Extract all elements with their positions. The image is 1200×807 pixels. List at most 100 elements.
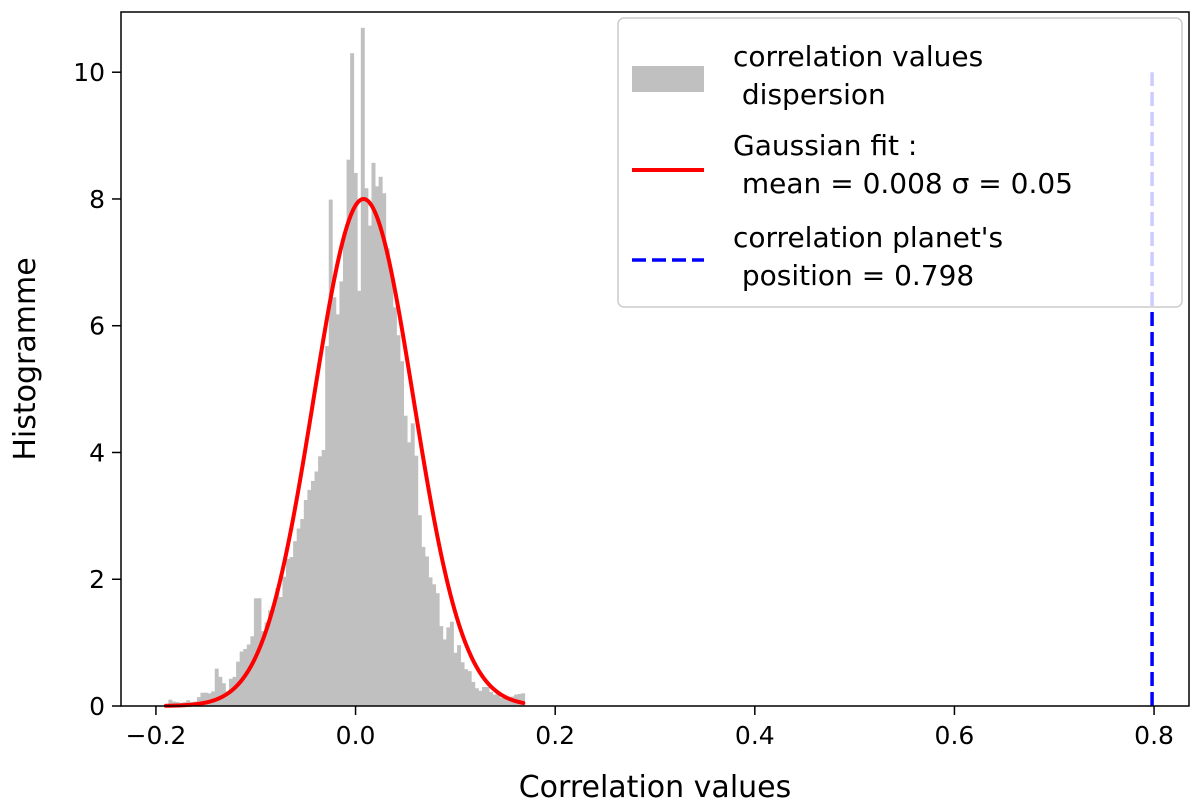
histogram-bar — [328, 199, 333, 706]
histogram-bar — [335, 314, 340, 706]
histogram-bar — [389, 271, 394, 706]
histogram-bar — [392, 307, 397, 706]
legend-label-gaussian-line1: Gaussian fit : — [733, 129, 917, 162]
histogram-bar — [371, 162, 376, 707]
histogram-bar — [296, 528, 301, 706]
histogram-bar — [218, 676, 223, 706]
y-tick-label: 0 — [89, 692, 105, 721]
histogram-bar — [289, 557, 294, 706]
legend: correlation values dispersion Gaussian f… — [617, 17, 1183, 308]
histogram-bar — [439, 626, 444, 706]
histogram-bar — [204, 692, 208, 706]
histogram-bar — [457, 645, 461, 706]
y-tick-label: 8 — [89, 185, 105, 214]
histogram-bar — [343, 233, 347, 706]
histogram-bar — [286, 558, 290, 706]
histogram-bar — [382, 193, 387, 706]
histogram-bar — [375, 186, 380, 707]
legend-label-histogram-line1: correlation values — [733, 40, 983, 73]
histogram-bar — [264, 622, 269, 706]
histogram-bar — [268, 610, 273, 706]
x-tick-label: 0.6 — [935, 721, 975, 750]
histogram-bar — [492, 694, 497, 706]
histogram-bar — [367, 225, 372, 706]
histogram-bar — [428, 577, 433, 706]
histogram-bar — [196, 697, 201, 706]
histogram-bar — [246, 644, 251, 706]
histogram-bar — [214, 668, 219, 706]
histogram-bar — [232, 676, 237, 706]
y-tick-label: 10 — [73, 58, 105, 87]
histogram-bar — [400, 361, 404, 706]
x-tick-label: 0.2 — [535, 721, 575, 750]
histogram-bar — [250, 636, 255, 706]
histogram-bar — [489, 692, 494, 706]
histogram-bar — [314, 471, 319, 706]
histogram-bar — [346, 159, 351, 707]
histogram-bar — [471, 681, 476, 706]
histogram-bar — [435, 593, 440, 706]
histogram-bar — [467, 671, 472, 706]
histogram-bar — [300, 519, 305, 706]
histogram-bar — [421, 546, 426, 706]
histogram-bar — [307, 489, 312, 706]
y-tick-label: 2 — [89, 565, 105, 594]
histogram-bar — [481, 686, 486, 706]
gaussian-fit-curve — [163, 196, 526, 708]
histogram-bar — [378, 176, 383, 707]
histogram-bar — [360, 27, 365, 706]
x-tick-label: 0.8 — [1134, 721, 1174, 750]
histogram-bar — [318, 456, 323, 706]
histogram-bar — [225, 691, 230, 706]
histogram-bar — [339, 281, 344, 706]
legend-frame — [617, 17, 1183, 308]
histogram-bar — [503, 695, 508, 706]
histogram-bar — [396, 335, 401, 706]
y-axis-ticks: 0 2 4 6 8 10 — [73, 58, 121, 721]
histogram-bar — [332, 297, 337, 706]
histogram-bar — [278, 596, 283, 706]
y-axis-label: Histogramme — [8, 257, 43, 460]
histogram-bar — [357, 290, 362, 706]
legend-swatch-histogram — [632, 66, 704, 92]
histogram-bar — [478, 690, 483, 706]
histogram-bar — [403, 415, 408, 706]
legend-label-gaussian-line2: mean = 0.008 σ = 0.05 — [733, 167, 1073, 200]
histogram-bar — [275, 588, 280, 706]
histogram-bar — [449, 621, 454, 706]
histogram-bar — [521, 693, 526, 706]
x-axis-ticks: −0.2 0.0 0.2 0.4 0.6 0.8 — [126, 706, 1174, 750]
histogram-bar — [414, 455, 419, 706]
histogram-bar — [168, 699, 173, 706]
histogram-bar — [350, 53, 355, 706]
x-axis-label: Correlation values — [519, 770, 792, 805]
histogram-bar — [517, 693, 522, 706]
histogram-bar — [442, 639, 447, 706]
histogram-bar — [410, 423, 415, 706]
histogram-bar — [282, 576, 287, 706]
histogram-bar — [407, 442, 412, 706]
histogram-bars — [168, 27, 526, 707]
x-tick-label: −0.2 — [126, 721, 187, 750]
histogram-bar — [325, 346, 330, 706]
histogram-bar — [432, 584, 437, 706]
x-tick-label: 0.0 — [336, 721, 376, 750]
plot-frame — [120, 11, 1190, 707]
histogram-bar — [261, 631, 266, 706]
histogram-bar — [417, 515, 422, 706]
histogram-bar — [446, 627, 451, 706]
histogram-bar — [303, 500, 308, 706]
legend-label-planet-line2: position = 0.798 — [733, 259, 974, 292]
histogram-bar — [474, 688, 479, 706]
histogram-bar — [353, 172, 358, 707]
histogram-bar — [460, 662, 465, 706]
histogram-bar — [271, 609, 276, 706]
histogram-bar — [321, 449, 326, 706]
histogram-bar — [496, 692, 501, 706]
histogram-bar — [200, 692, 205, 706]
histogram-bar — [506, 699, 511, 706]
legend-label-histogram-line2: dispersion — [733, 78, 886, 111]
y-tick-label: 6 — [89, 312, 105, 341]
histogram-bar — [485, 686, 490, 706]
